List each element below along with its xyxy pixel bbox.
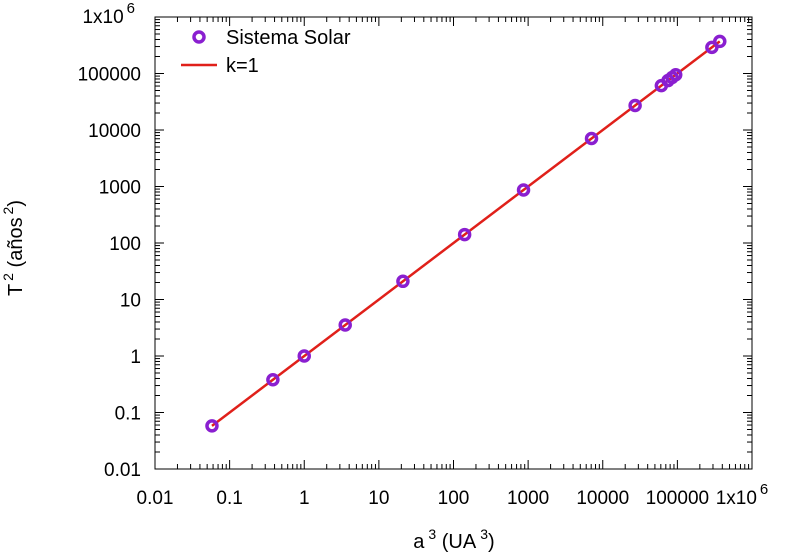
x-tick-label: 1x10 6 (716, 481, 769, 509)
y-tick-label: 10000 (88, 121, 141, 142)
legend-marker-sistema-solar (192, 30, 206, 44)
data-point-sistema-solar (396, 274, 410, 289)
y-tick-label: 100000 (78, 65, 141, 86)
legend-label-k1: k=1 (226, 55, 259, 77)
y-tick-label: 0.01 (104, 460, 141, 481)
fit-line-layer (211, 40, 721, 427)
y-tick-label: 1x10 6 (82, 0, 135, 28)
y-axis-title-unit-close: ) (5, 200, 27, 207)
data-point-sistema-solar (338, 318, 352, 332)
x-tick-label: 1000 (507, 488, 549, 509)
data-point-sistema-solar (205, 419, 219, 433)
x-tick-label: 100000 (646, 488, 709, 509)
y-tick-label: 1000 (99, 178, 141, 199)
x-axis-title-unit-sup: 3 (480, 526, 488, 542)
axis-ticks (154, 16, 753, 470)
x-tick-label: 0.1 (216, 488, 242, 509)
data-point-sistema-solar (266, 372, 280, 387)
y-axis-title-unit-open: (años (5, 217, 27, 273)
x-axis-title-unit-close: ) (488, 531, 495, 552)
data-point-sistema-solar (668, 68, 683, 82)
data-point-sistema-solar (516, 183, 531, 197)
series-line-k1 (211, 40, 721, 427)
y-axis-title-unit-sup: 2 (0, 206, 16, 214)
legend: Sistema Solar k=1 (181, 27, 351, 77)
x-axis-title-unit-open: (UA (436, 531, 477, 552)
data-point-sistema-solar (584, 131, 599, 146)
y-tick-label: 0.1 (115, 404, 141, 425)
x-tick-label: 100 (438, 488, 470, 509)
x-axis-title-base: a (413, 531, 425, 552)
data-points-layer (205, 34, 727, 433)
data-point-sistema-solar (628, 98, 642, 113)
x-tick-label: 1 (299, 488, 310, 509)
y-axis-title: T2 (años2) (0, 200, 27, 296)
y-tick-label: 10 (120, 291, 141, 312)
y-tick-label: 1 (130, 347, 141, 368)
x-tick-label: 10 (368, 488, 389, 509)
legend-label-sistema-solar: Sistema Solar (226, 27, 351, 49)
y-axis-title-sup: 2 (0, 273, 16, 281)
x-axis-title-sup: 3 (428, 526, 436, 542)
y-tick-label: 100 (109, 234, 141, 255)
y-axis-title-base: T (5, 284, 27, 296)
x-tick-label: 0.01 (137, 488, 174, 509)
data-point-sistema-solar (713, 34, 727, 49)
tick-labels: 0.01 0.1 1 10 100 1000 10000 100000 1x10 6 0.01 0.1… (78, 0, 769, 509)
x-tick-label: 10000 (576, 488, 629, 509)
data-point-sistema-solar (457, 227, 472, 242)
data-point-sistema-solar (297, 349, 311, 363)
